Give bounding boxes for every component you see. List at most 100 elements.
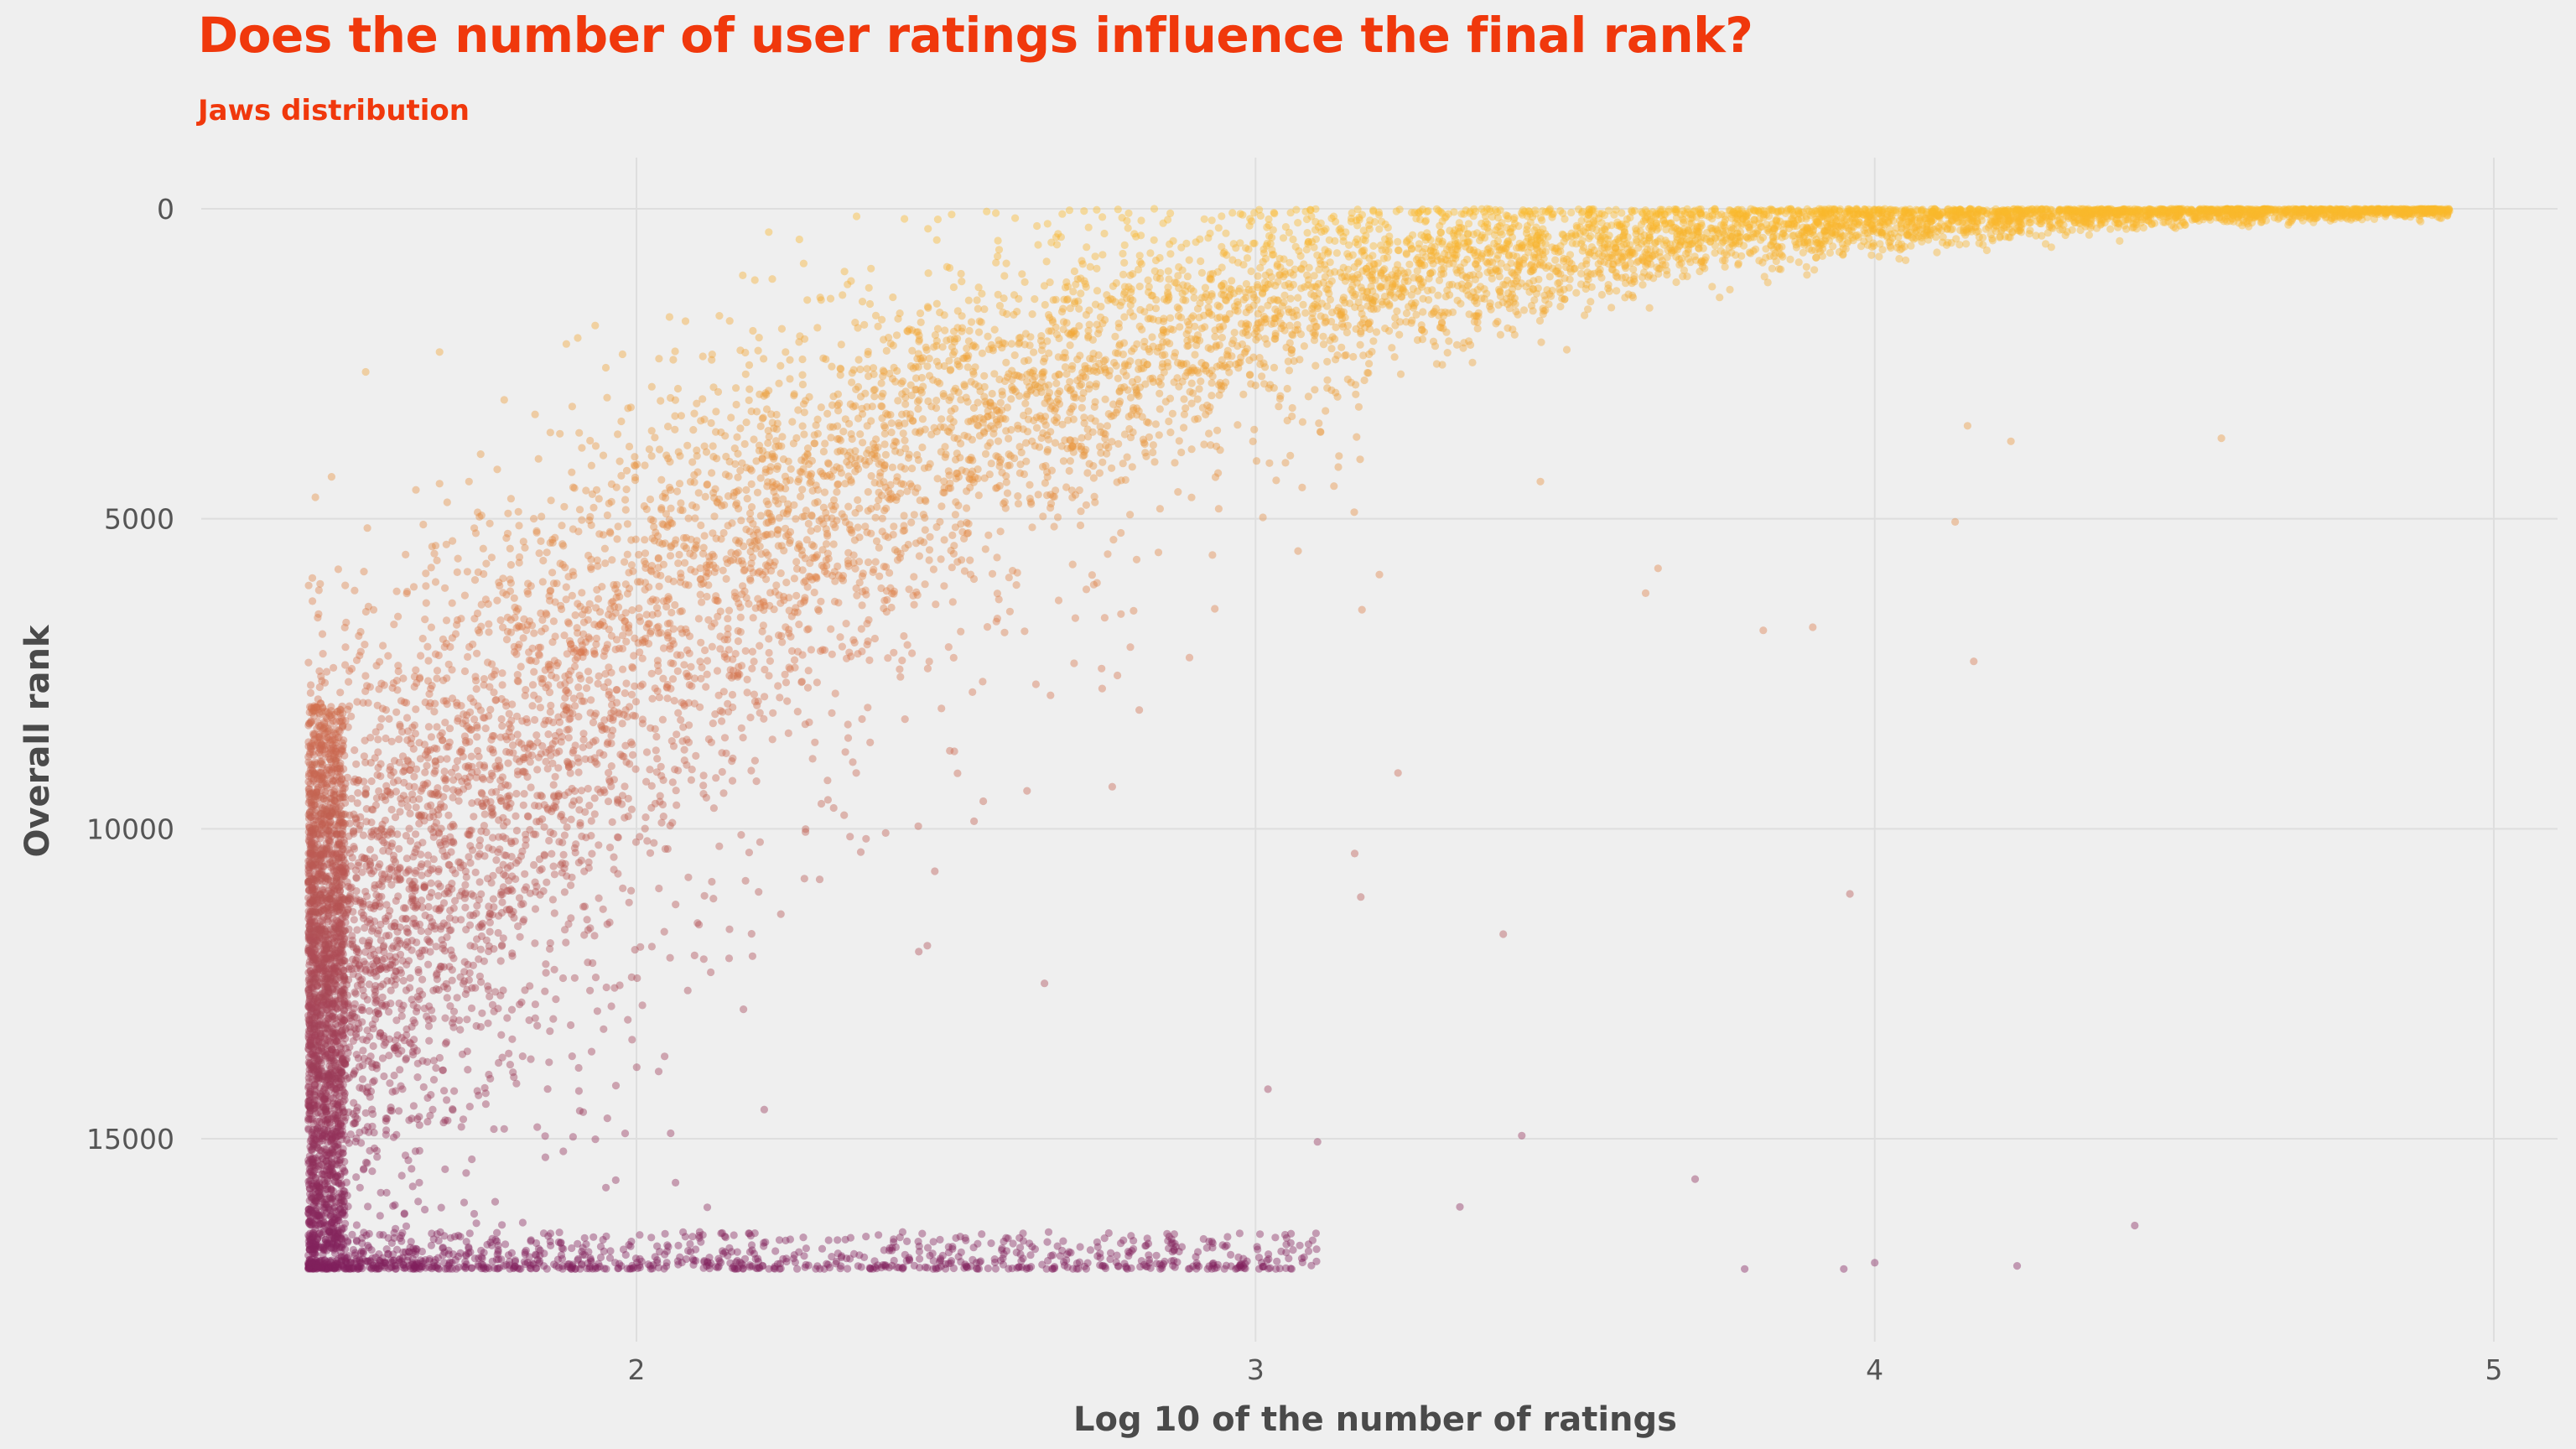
scatter-point [1341,314,1349,322]
scatter-point [572,840,580,849]
scatter-point [1351,303,1359,311]
scatter-point [2282,205,2290,214]
scatter-point [901,400,910,408]
scatter-point [568,468,576,476]
scatter-point [844,548,853,557]
scatter-point [1329,212,1338,221]
scatter-point [347,964,356,974]
scatter-point [498,1053,506,1062]
scatter-point [532,731,541,740]
scatter-point [511,603,519,611]
scatter-point [1702,229,1711,237]
scatter-point [994,437,1003,445]
scatter-point [635,550,643,559]
scatter-point [1673,225,1681,233]
scatter-point [534,454,543,463]
scatter-point [1228,209,1237,217]
scatter-point [358,1075,366,1083]
scatter-point [481,595,491,604]
scatter-point [2053,221,2062,230]
scatter-point [434,651,443,660]
scatter-point [471,868,480,876]
scatter-point [1089,580,1098,589]
scatter-point [800,430,808,439]
scatter-point [2314,207,2322,216]
scatter-point [661,844,670,854]
scatter-point [1507,227,1515,236]
scatter-point [1007,425,1015,434]
scatter-point [484,600,492,609]
scatter-point [940,536,948,544]
scatter-point [663,694,672,703]
scatter-point [305,1259,314,1268]
scatter-point [589,719,598,727]
scatter-point [631,453,639,461]
scatter-point [820,488,829,496]
scatter-point [870,634,879,643]
scatter-point [1083,364,1093,372]
scatter-point [621,558,629,566]
scatter-point [369,1041,377,1051]
scatter-point [758,414,766,423]
scatter-point [497,694,506,704]
scatter-point [766,657,775,665]
scatter-point [701,492,709,501]
scatter-point [527,1055,535,1063]
scatter-point [1537,338,1545,346]
scatter-point [1166,250,1175,258]
scatter-point [443,994,451,1002]
scatter-point [913,397,922,406]
scatter-point [448,976,456,984]
scatter-point [870,370,878,378]
scatter-point [518,1218,527,1227]
scatter-point [754,569,762,577]
scatter-point [848,378,856,387]
scatter-point [688,458,697,466]
scatter-point [1175,262,1183,272]
scatter-point [605,499,613,508]
scatter-point [2212,214,2220,222]
scatter-point [385,1008,393,1016]
scatter-point [577,787,586,795]
scatter-point [1291,326,1300,335]
scatter-point [1732,239,1740,247]
scatter-point [669,659,678,668]
scatter-point [359,831,367,839]
scatter-point [451,916,460,924]
scatter-point [1090,492,1098,501]
scatter-point [665,313,674,321]
scatter-point [492,696,501,704]
scatter-point [915,948,923,956]
scatter-point [783,697,792,705]
scatter-point [596,608,605,616]
scatter-point [503,864,512,872]
scatter-point [905,585,913,594]
scatter-point [563,650,571,658]
scatter-point [922,497,930,506]
scatter-point [1119,270,1128,278]
scatter-point [797,678,807,686]
scatter-point [584,667,593,676]
scatter-point [343,1192,351,1200]
scatter-point [995,302,1004,310]
scatter-point [761,465,770,474]
scatter-point [569,746,578,755]
scatter-point [1524,248,1533,257]
scatter-point [2361,205,2370,214]
scatter-point [1600,257,1608,267]
scatter-point [1100,229,1109,238]
scatter-point [763,531,771,539]
scatter-point [610,580,618,589]
scatter-point [1994,207,2003,216]
scatter-point [1233,421,1242,429]
scatter-point [578,444,586,452]
scatter-point [1048,316,1057,325]
scatter-point [519,801,527,809]
scatter-point [728,519,736,527]
scatter-point [549,862,558,870]
scatter-point [370,1144,379,1152]
scatter-point [844,502,853,511]
scatter-point [390,1071,398,1080]
scatter-point [590,932,599,940]
scatter-point [1233,258,1243,267]
